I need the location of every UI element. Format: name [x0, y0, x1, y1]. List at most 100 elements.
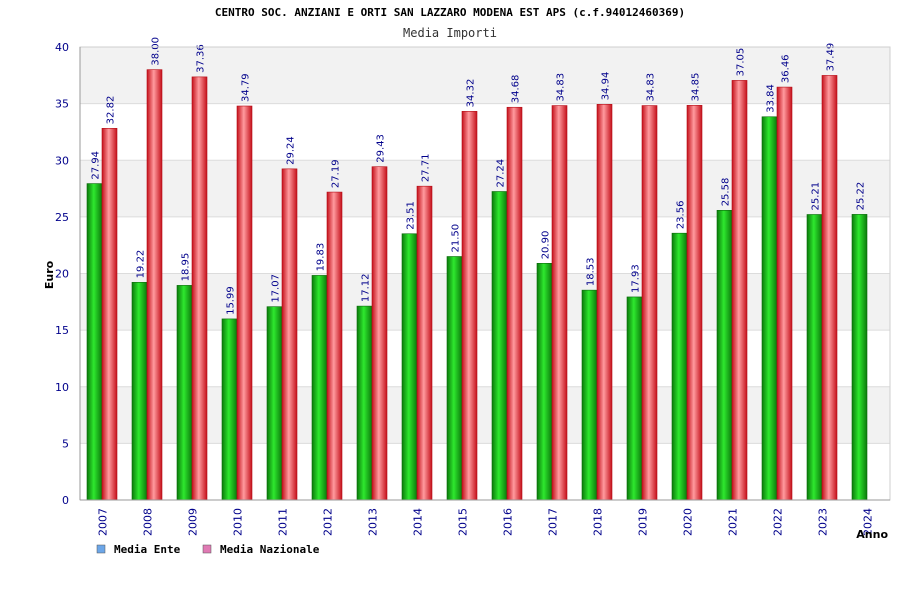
- bar-nazionale-2012: [326, 191, 343, 501]
- bar-ente-2023: [806, 214, 823, 501]
- y-tick-label: 30: [55, 154, 69, 167]
- data-label-ente-2018: 18.53: [586, 258, 597, 287]
- data-label-nazionale-2008: 38.00: [151, 37, 162, 66]
- grid-band: [80, 273, 890, 331]
- bar-ente-2018: [581, 289, 598, 501]
- data-label-ente-2024: 25.22: [856, 182, 867, 211]
- data-label-nazionale-2014: 27.71: [421, 154, 432, 183]
- data-label-nazionale-2013: 29.43: [376, 134, 387, 163]
- x-tick-label: 2023: [817, 508, 830, 536]
- x-tick-label: 2007: [97, 508, 110, 536]
- x-tick-label: 2009: [187, 508, 200, 536]
- x-tick-label: 2015: [457, 508, 470, 536]
- y-tick-label: 25: [55, 211, 69, 224]
- bar-ente-2010: [221, 318, 238, 501]
- bar-ente-2009: [176, 285, 193, 501]
- chart-subtitle: Media Importi: [403, 26, 497, 40]
- bar-nazionale-2007: [101, 128, 118, 501]
- x-tick-label: 2008: [142, 508, 155, 536]
- x-tick-label: 2024: [862, 508, 875, 536]
- bar-ente-2014: [401, 233, 418, 501]
- chart-title: CENTRO SOC. ANZIANI E ORTI SAN LAZZARO M…: [215, 6, 685, 19]
- axes: 0 5 10 15 20 25 30 35 40 2007 2008 2009 2010 2011 2012…: [55, 41, 891, 536]
- data-label-ente-2007: 27.94: [91, 151, 102, 180]
- legend-label-ente: Media Ente: [114, 543, 181, 556]
- bar-ente-2013: [356, 305, 373, 501]
- bar-nazionale-2018: [596, 104, 613, 501]
- bar-ente-2022: [761, 116, 778, 501]
- data-label-nazionale-2017: 34.83: [556, 73, 567, 102]
- bar-ente-2021: [716, 210, 733, 501]
- bar-ente-2016: [491, 191, 508, 501]
- data-label-nazionale-2019: 34.83: [646, 73, 657, 102]
- data-label-ente-2017: 20.90: [541, 231, 552, 260]
- data-label-nazionale-2007: 32.82: [106, 96, 117, 125]
- grid-band: [80, 216, 890, 274]
- data-label-nazionale-2009: 37.36: [196, 44, 207, 73]
- bar-ente-2017: [536, 263, 553, 501]
- data-label-ente-2011: 17.07: [271, 274, 282, 303]
- data-label-ente-2010: 15.99: [226, 286, 237, 315]
- y-tick-label: 15: [55, 324, 69, 337]
- data-label-nazionale-2016: 34.68: [511, 75, 522, 104]
- legend-swatch-nazionale: [202, 544, 212, 554]
- bar-nazionale-2020: [686, 105, 703, 501]
- x-tick-label: 2012: [322, 508, 335, 536]
- data-label-nazionale-2011: 29.24: [286, 136, 297, 165]
- bar-nazionale-2019: [641, 105, 658, 501]
- bars: 27.94 32.82 19.22 38.00 18.95 37.36 15.99 34.79…: [86, 37, 868, 501]
- data-label-ente-2008: 19.22: [136, 250, 147, 279]
- y-tick-label: 20: [55, 268, 69, 281]
- data-label-nazionale-2015: 34.32: [466, 79, 477, 108]
- bar-nazionale-2022: [776, 86, 793, 501]
- bar-nazionale-2016: [506, 106, 523, 501]
- data-label-nazionale-2022: 36.46: [781, 54, 792, 83]
- bar-nazionale-2009: [191, 76, 208, 501]
- bar-nazionale-2014: [416, 185, 433, 501]
- y-axis-label: Euro: [43, 260, 56, 289]
- y-tick-label: 5: [62, 437, 69, 450]
- y-tick-label: 10: [55, 381, 69, 394]
- bar-ente-2020: [671, 232, 688, 501]
- x-tick-label: 2013: [367, 508, 380, 536]
- data-label-nazionale-2020: 34.85: [691, 73, 702, 102]
- y-tick-label: 40: [55, 41, 69, 54]
- grid-band: [80, 103, 890, 161]
- data-label-ente-2022: 33.84: [766, 84, 777, 113]
- bar-nazionale-2008: [146, 69, 163, 501]
- bar-ente-2011: [266, 306, 283, 501]
- data-label-ente-2015: 21.50: [451, 224, 462, 253]
- data-label-ente-2020: 23.56: [676, 201, 687, 230]
- grid-band: [80, 160, 890, 217]
- data-label-ente-2019: 17.93: [631, 264, 642, 293]
- data-label-ente-2023: 25.21: [811, 182, 822, 211]
- bar-ente-2008: [131, 282, 148, 501]
- data-label-nazionale-2023: 37.49: [826, 43, 837, 72]
- x-tick-label: 2017: [547, 508, 560, 536]
- x-tick-label: 2010: [232, 508, 245, 536]
- bar-nazionale-2011: [281, 168, 298, 501]
- legend: Media Ente Media Nazionale: [96, 543, 320, 556]
- bar-ente-2012: [311, 275, 328, 501]
- bar-nazionale-2013: [371, 166, 388, 501]
- bar-ente-2024: [851, 214, 868, 501]
- x-axis-label: Anno: [856, 528, 888, 541]
- data-label-nazionale-2021: 37.05: [736, 48, 747, 77]
- x-tick-label: 2022: [772, 508, 785, 536]
- data-label-ente-2014: 23.51: [406, 201, 417, 230]
- y-tick-label: 0: [62, 494, 69, 507]
- x-tick-label: 2016: [502, 508, 515, 536]
- data-label-ente-2016: 27.24: [496, 159, 507, 188]
- x-tick-label: 2014: [412, 508, 425, 536]
- x-tick-label: 2020: [682, 508, 695, 536]
- data-label-nazionale-2012: 27.19: [331, 159, 342, 188]
- y-tick-label: 35: [55, 98, 69, 111]
- data-label-ente-2013: 17.12: [361, 273, 372, 302]
- bar-ente-2015: [446, 256, 463, 501]
- grid-band: [80, 47, 890, 104]
- x-tick-label: 2019: [637, 508, 650, 536]
- data-label-ente-2009: 18.95: [181, 253, 192, 282]
- data-label-nazionale-2018: 34.94: [601, 72, 612, 101]
- bar-nazionale-2015: [461, 111, 478, 501]
